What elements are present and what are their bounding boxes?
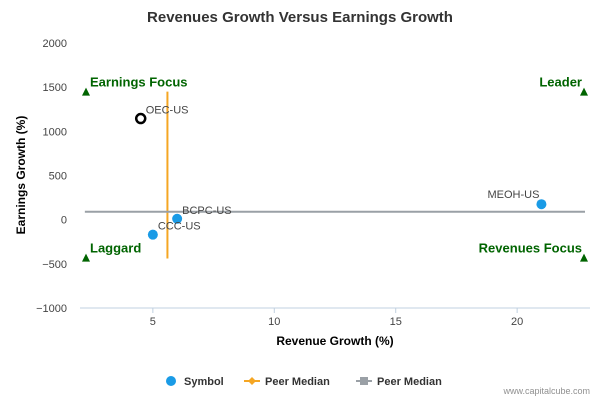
quadrant-marker-bottom-left bbox=[82, 253, 90, 262]
y-axis-title: Earnings Growth (%) bbox=[14, 116, 28, 235]
quadrant-label-laggard: Laggard bbox=[90, 241, 141, 256]
x-tick-label: 20 bbox=[511, 316, 523, 328]
quadrant-marker-bottom-right bbox=[580, 253, 588, 262]
y-tick-label: 0 bbox=[61, 215, 67, 227]
point-meoh-us[interactable] bbox=[536, 199, 547, 210]
point-bcpc-us[interactable] bbox=[172, 213, 183, 224]
y-tick-label: −1000 bbox=[36, 303, 67, 315]
x-tick-labels: 5 10 15 20 bbox=[150, 308, 523, 328]
chart-title: Revenues Growth Versus Earnings Growth bbox=[147, 9, 453, 26]
x-tick-label: 10 bbox=[268, 316, 280, 328]
point-label-ccc-us: CCC-US bbox=[158, 221, 201, 233]
x-axis-title: Revenue Growth (%) bbox=[276, 334, 393, 348]
legend-symbol-marker bbox=[166, 376, 176, 386]
y-tick-labels: −1000 −500 0 500 1000 1500 2000 bbox=[36, 38, 67, 315]
x-tick-label: 5 bbox=[150, 316, 156, 328]
y-tick-label: 1000 bbox=[43, 126, 67, 138]
quadrant-marker-top-right bbox=[580, 87, 588, 96]
legend-square-marker bbox=[360, 377, 368, 385]
y-tick-label: 1500 bbox=[43, 82, 67, 94]
legend-label[interactable]: Peer Median bbox=[265, 376, 330, 388]
quadrant-label-revenues-focus: Revenues Focus bbox=[479, 241, 582, 256]
credit-text: www.capitalcube.com bbox=[502, 386, 590, 396]
legend-label[interactable]: Symbol bbox=[184, 376, 224, 388]
quadrant-marker-top-left bbox=[82, 87, 90, 96]
quadrant-label-earnings-focus: Earnings Focus bbox=[90, 75, 188, 90]
point-ccc-us[interactable] bbox=[147, 229, 158, 240]
y-tick-label: 500 bbox=[49, 171, 67, 183]
point-label-oec-us: OEC-US bbox=[146, 105, 189, 117]
y-tick-label: −500 bbox=[42, 259, 67, 271]
point-label-meoh-us: MEOH-US bbox=[487, 189, 539, 201]
y-tick-label: 2000 bbox=[43, 38, 67, 50]
quadrant-labels: Earnings Focus Leader Laggard Revenues Focu… bbox=[82, 75, 588, 262]
point-oec-us[interactable] bbox=[134, 112, 147, 125]
peer-median-lines bbox=[84, 91, 585, 259]
quadrant-label-leader: Leader bbox=[539, 75, 582, 90]
legend-label[interactable]: Peer Median bbox=[377, 376, 442, 388]
point-label-bcpc-us: BCPC-US bbox=[182, 205, 232, 217]
x-tick-label: 15 bbox=[390, 316, 402, 328]
legend-diamond-marker bbox=[248, 377, 256, 385]
legend: Symbol Peer Median Peer Median bbox=[166, 376, 442, 388]
data-points: OEC-US BCPC-US CCC-US MEOH-US bbox=[134, 105, 547, 240]
